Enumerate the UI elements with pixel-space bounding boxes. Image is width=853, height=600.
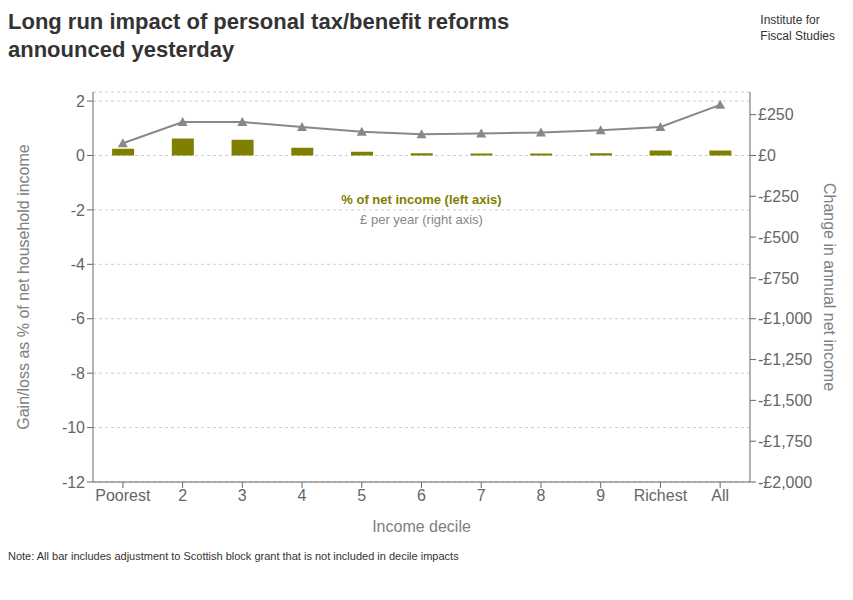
svg-text:-2: -2 bbox=[71, 202, 85, 219]
svg-text:4: 4 bbox=[298, 487, 307, 504]
svg-text:2: 2 bbox=[178, 487, 187, 504]
html-text:Institute for: Institute for bbox=[760, 13, 820, 27]
svg-text:0: 0 bbox=[76, 147, 85, 164]
svg-text:-£1,750: -£1,750 bbox=[758, 433, 812, 450]
svg-text:-8: -8 bbox=[71, 365, 85, 382]
svg-text:9: 9 bbox=[596, 487, 605, 504]
svg-text:Richest: Richest bbox=[634, 487, 688, 504]
svg-text:-£2,000: -£2,000 bbox=[758, 474, 812, 491]
svg-text:2: 2 bbox=[76, 93, 85, 110]
svg-text:Change in annual net income: Change in annual net income bbox=[821, 183, 838, 391]
svg-text:-£1,500: -£1,500 bbox=[758, 392, 812, 409]
svg-text:6: 6 bbox=[417, 487, 426, 504]
svg-text:-£1,000: -£1,000 bbox=[758, 310, 812, 327]
html-text:Fiscal Studies: Fiscal Studies bbox=[760, 29, 835, 43]
svg-text:-6: -6 bbox=[71, 310, 85, 327]
svg-text:-£1,250: -£1,250 bbox=[758, 351, 812, 368]
html-text:Long run impact of personal ta: Long run impact of personal tax/benefit … bbox=[8, 9, 510, 34]
html-text:% of net income (left axis): % of net income (left axis) bbox=[341, 192, 502, 207]
svg-text:Poorest: Poorest bbox=[95, 487, 151, 504]
svg-text:7: 7 bbox=[477, 487, 486, 504]
html-text:£ per year (right axis): £ per year (right axis) bbox=[360, 212, 483, 227]
svg-text:Gain/loss as % of net househol: Gain/loss as % of net household income bbox=[15, 144, 32, 430]
svg-text:5: 5 bbox=[357, 487, 366, 504]
svg-text:£0: £0 bbox=[758, 147, 776, 164]
svg-text:-£500: -£500 bbox=[758, 229, 799, 246]
svg-text:-£750: -£750 bbox=[758, 270, 799, 287]
svg-text:-10: -10 bbox=[62, 419, 85, 436]
svg-text:-12: -12 bbox=[62, 474, 85, 491]
svg-text:£250: £250 bbox=[758, 106, 794, 123]
svg-text:Income decile: Income decile bbox=[372, 518, 471, 535]
svg-text:3: 3 bbox=[238, 487, 247, 504]
svg-text:-4: -4 bbox=[71, 256, 85, 273]
svg-text:-£250: -£250 bbox=[758, 188, 799, 205]
svg-text:All: All bbox=[711, 487, 729, 504]
svg-text:8: 8 bbox=[537, 487, 546, 504]
html-text:Note: All bar includes adjustm: Note: All bar includes adjustment to Sco… bbox=[8, 550, 459, 562]
html-text:announced yesterday: announced yesterday bbox=[8, 37, 235, 62]
